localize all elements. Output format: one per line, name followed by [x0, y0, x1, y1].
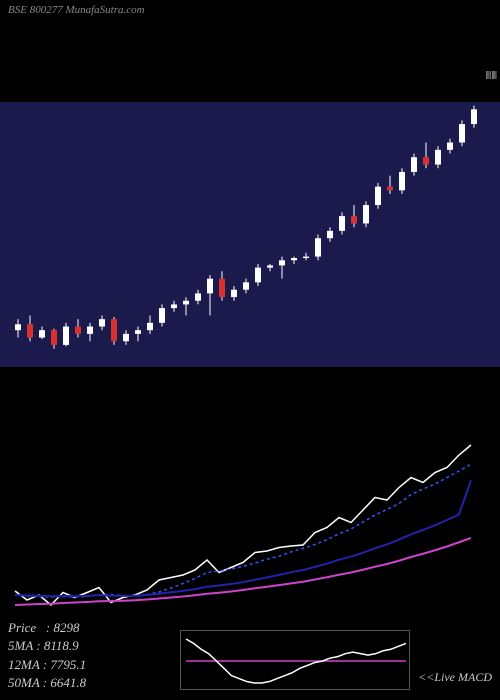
info-price-label: Price	[8, 620, 36, 635]
info-12ma-row: 12MA : 7795.1	[8, 656, 86, 674]
candlestick-chart	[0, 102, 500, 367]
macd-chart	[181, 631, 411, 691]
price-info-box: Price : 8298 5MA : 8118.9 12MA : 7795.1 …	[8, 619, 86, 692]
info-price-row: Price : 8298	[8, 619, 86, 637]
macd-inset-box	[180, 630, 410, 690]
info-5ma-value: 8118.9	[44, 638, 79, 653]
moving-average-chart	[0, 440, 500, 620]
side-tick-marks: |||| ||||	[485, 70, 496, 79]
info-50ma-label: 50MA	[8, 675, 40, 690]
info-5ma-label: 5MA	[8, 638, 33, 653]
moving-average-panel	[0, 440, 500, 620]
info-price-value: 8298	[54, 620, 80, 635]
chart-header: BSE 800277 MunafaSutra.com	[8, 4, 145, 16]
info-50ma-row: 50MA : 6641.8	[8, 674, 86, 692]
candlestick-panel	[0, 102, 500, 367]
info-5ma-row: 5MA : 8118.9	[8, 637, 86, 655]
macd-label: <<Live MACD	[418, 670, 492, 685]
info-50ma-value: 6641.8	[50, 675, 86, 690]
info-12ma-value: 7795.1	[50, 657, 86, 672]
info-12ma-label: 12MA	[8, 657, 40, 672]
